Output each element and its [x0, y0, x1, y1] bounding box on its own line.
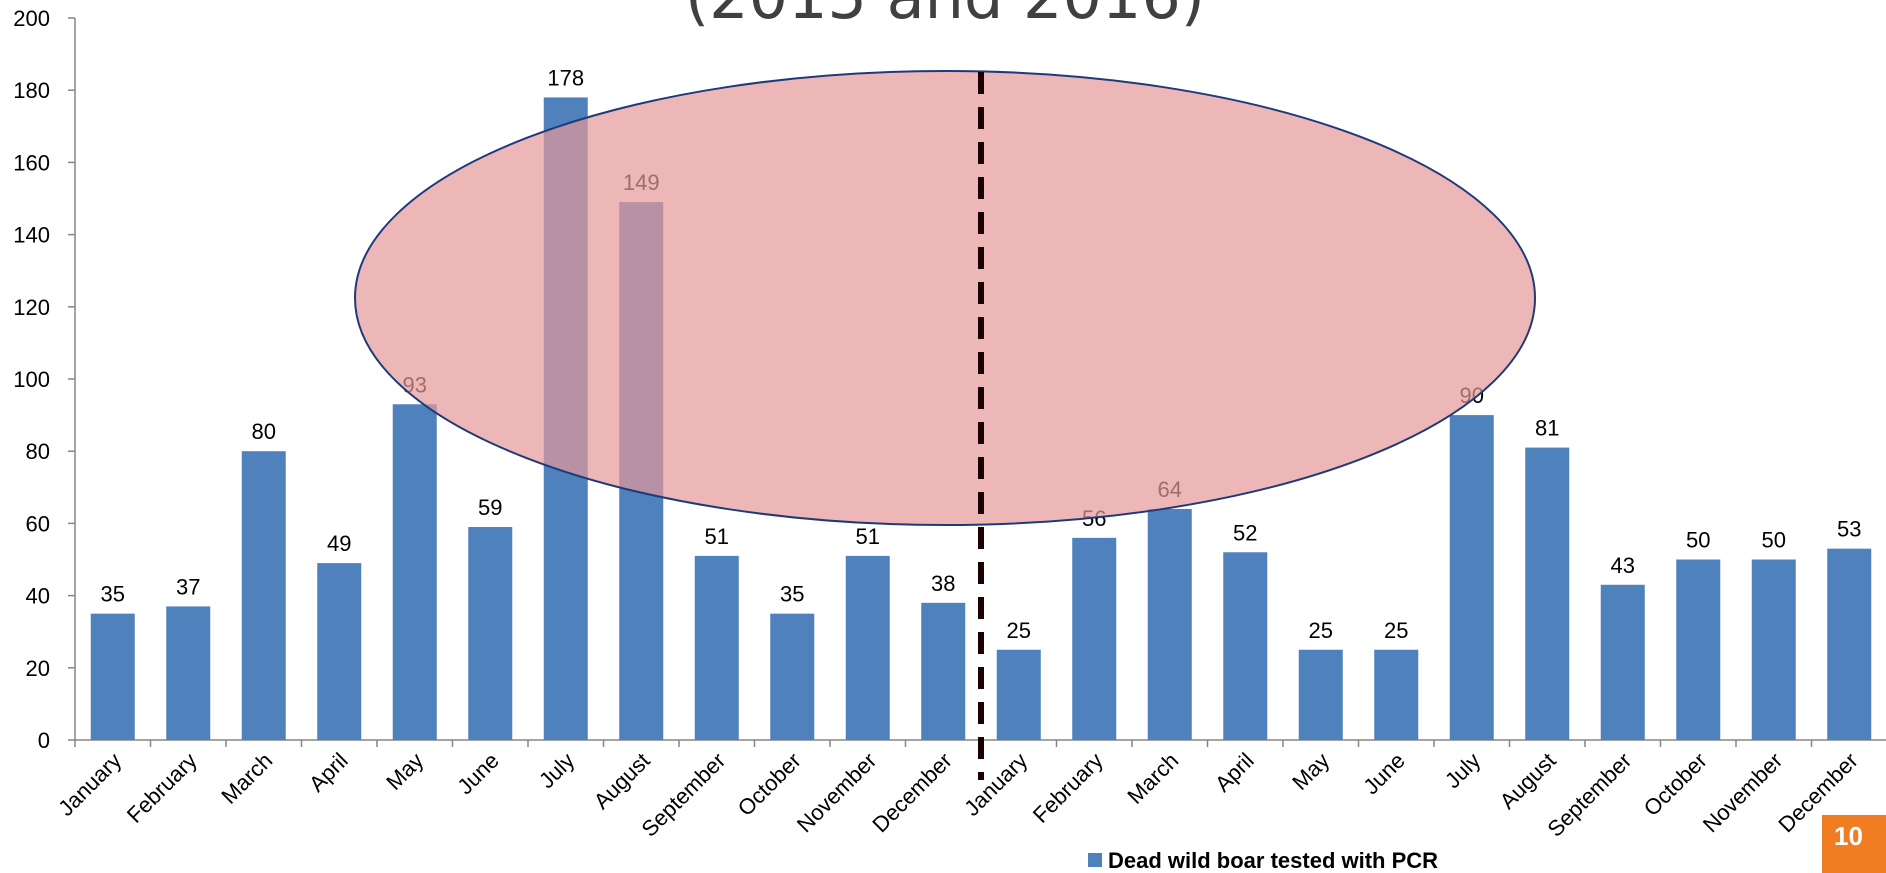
data-label: 50	[1686, 528, 1710, 553]
bar	[1223, 552, 1268, 740]
bar	[392, 404, 437, 740]
data-label: 53	[1837, 517, 1861, 542]
bar	[1676, 559, 1721, 740]
bar	[1298, 649, 1343, 740]
page-number-box	[1822, 815, 1886, 873]
bar	[241, 451, 286, 740]
data-label: 59	[478, 495, 502, 520]
page-number: 10	[1834, 821, 1863, 851]
y-tick-label: 140	[13, 223, 50, 248]
category-label: June	[452, 748, 503, 799]
highlight-ellipse	[354, 70, 1536, 526]
data-label: 49	[327, 531, 351, 556]
y-tick-label: 160	[13, 150, 50, 175]
chart-title: (2015 and 2016)	[685, 0, 1205, 33]
category-label: August	[589, 748, 655, 814]
bar	[468, 527, 513, 740]
bar	[1449, 415, 1494, 740]
data-label: 81	[1535, 416, 1559, 441]
y-axis: 0 20 40 60 80 100 120 140 160 180 200	[13, 6, 76, 753]
y-tick-label: 100	[13, 367, 50, 392]
category-label: May	[1287, 748, 1334, 795]
bar	[166, 606, 211, 740]
bar	[317, 563, 362, 740]
bar	[770, 613, 815, 740]
category-label: August	[1495, 748, 1561, 814]
data-label: 178	[547, 65, 584, 90]
category-label: July	[534, 748, 579, 793]
legend: Dead wild boar tested with PCR	[1088, 848, 1438, 873]
data-label: 43	[1611, 553, 1635, 578]
category-label: April	[1210, 748, 1259, 797]
data-label: 80	[252, 419, 276, 444]
y-tick-label: 120	[13, 295, 50, 320]
category-label: November	[1698, 748, 1787, 837]
bar	[1827, 548, 1872, 740]
overlay	[354, 70, 1536, 780]
bar	[845, 555, 890, 740]
data-label: 50	[1762, 528, 1786, 553]
data-label: 38	[931, 571, 955, 596]
category-label: April	[304, 748, 353, 797]
category-label: October	[1639, 748, 1712, 821]
data-label: 51	[856, 524, 880, 549]
bar	[1374, 649, 1419, 740]
bar	[1072, 537, 1117, 740]
y-tick-label: 200	[13, 6, 50, 31]
category-label: March	[1122, 748, 1183, 809]
category-label: November	[792, 748, 881, 837]
bar	[996, 649, 1041, 740]
data-label: 51	[705, 524, 729, 549]
y-tick-label: 20	[26, 656, 50, 681]
y-tick-label: 60	[26, 511, 50, 536]
bar	[90, 613, 135, 740]
category-label: January	[53, 748, 126, 821]
legend-swatch	[1088, 853, 1102, 867]
category-label: March	[216, 748, 277, 809]
legend-label: Dead wild boar tested with PCR	[1108, 848, 1438, 873]
category-label: February	[122, 748, 202, 828]
category-label: October	[733, 748, 806, 821]
bar	[1751, 559, 1796, 740]
bar	[694, 555, 739, 740]
data-label: 35	[780, 582, 804, 607]
category-label: February	[1028, 748, 1108, 828]
data-label: 25	[1309, 618, 1333, 643]
data-label: 52	[1233, 520, 1257, 545]
y-tick-label: 80	[26, 439, 50, 464]
category-label: May	[381, 748, 428, 795]
bar	[1600, 584, 1645, 740]
category-label: January	[959, 748, 1032, 821]
category-label: December	[867, 748, 956, 837]
y-tick-label: 40	[26, 584, 50, 609]
data-label: 25	[1007, 618, 1031, 643]
data-label: 37	[176, 574, 200, 599]
bar	[1147, 508, 1192, 740]
bar	[921, 602, 966, 740]
y-tick-label: 0	[38, 728, 50, 753]
y-tick-label: 180	[13, 78, 50, 103]
category-label: July	[1440, 748, 1485, 793]
data-label: 35	[101, 582, 125, 607]
bar	[1525, 447, 1570, 740]
category-label: June	[1358, 748, 1409, 799]
page-number-badge: 10	[1822, 815, 1886, 873]
data-label: 25	[1384, 618, 1408, 643]
